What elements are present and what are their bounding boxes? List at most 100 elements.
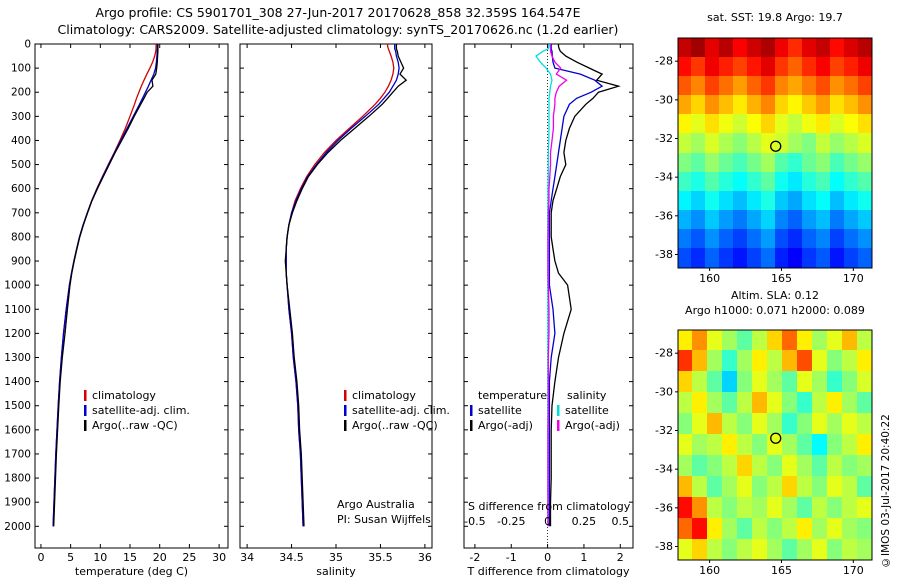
s-axis-label: S difference from climatology xyxy=(468,500,631,513)
s-tick-label: -0.5 xyxy=(464,515,485,528)
series-argo-raw-qc- xyxy=(284,44,408,527)
depth-tick-label: 1800 xyxy=(4,473,31,485)
legend-marker xyxy=(84,420,87,431)
legend-marker xyxy=(84,390,87,401)
x-tick-label: 36 xyxy=(418,551,432,564)
series-argo-raw-qc- xyxy=(53,44,159,527)
depth-tick-label: 1000 xyxy=(4,280,31,292)
legend-marker xyxy=(344,420,347,431)
s-tick-label: 0.5 xyxy=(612,515,630,528)
series-argo-t-diff xyxy=(549,44,621,527)
x-tick-label: -2 xyxy=(469,551,480,564)
figure-title: Argo profile: CS 5901701_308 27-Jun-2017… xyxy=(95,5,581,20)
depth-tick-label: 1500 xyxy=(4,400,31,412)
lat-tick-label: -38 xyxy=(655,248,673,261)
legend-header: temperature xyxy=(478,389,547,402)
depth-tick-label: 1900 xyxy=(4,497,31,509)
series-satellite-adj-clim- xyxy=(285,44,400,527)
series-climatology xyxy=(285,44,395,527)
depth-tick-label: 1200 xyxy=(4,328,31,340)
lat-tick-label: -28 xyxy=(655,347,673,360)
depth-tick-label: 1300 xyxy=(4,352,31,364)
x-tick-label: 0 xyxy=(544,551,551,564)
legend-label: Argo(-adj) xyxy=(478,419,533,432)
legend-marker xyxy=(557,405,560,416)
legend-label: satellite-adj. clim. xyxy=(92,404,190,417)
legend-marker xyxy=(84,405,87,416)
lat-tick-label: -34 xyxy=(655,463,673,476)
x-tick-label: 35 xyxy=(329,551,343,564)
legend-label: climatology xyxy=(352,389,416,402)
lon-tick-label: 160 xyxy=(699,564,720,577)
depth-tick-label: 1600 xyxy=(4,424,31,436)
lon-tick-label: 165 xyxy=(771,272,792,285)
lat-tick-label: -28 xyxy=(655,55,673,68)
legend-marker xyxy=(344,390,347,401)
x-tick-label: -1 xyxy=(506,551,517,564)
lat-tick-label: -38 xyxy=(655,540,673,553)
x-axis-label: T difference from climatology xyxy=(467,565,630,578)
legend-label: Argo(..raw -QC) xyxy=(352,419,438,432)
series-climatology xyxy=(52,44,157,527)
sla_map-frame xyxy=(677,329,873,561)
x-tick-label: 34 xyxy=(240,551,254,564)
temperature_profile-frame xyxy=(34,43,229,549)
x-tick-label: 0 xyxy=(37,551,44,564)
lon-tick-label: 165 xyxy=(771,564,792,577)
depth-tick-label: 400 xyxy=(11,135,31,147)
x-tick-label: 2 xyxy=(617,551,624,564)
depth-tick-label: 1400 xyxy=(4,376,31,388)
series-satellite-adj-clim- xyxy=(52,44,158,527)
x-tick-label: 10 xyxy=(93,551,107,564)
x-tick-label: 30 xyxy=(212,551,226,564)
legend-label: satellite xyxy=(478,404,522,417)
legend-label: climatology xyxy=(92,389,156,402)
lon-tick-label: 170 xyxy=(843,272,864,285)
x-tick-label: 15 xyxy=(123,551,137,564)
legend-label: Argo(-adj) xyxy=(565,419,620,432)
x-tick-label: 35.5 xyxy=(368,551,393,564)
sla-map-title: Altim. SLA: 0.12 xyxy=(730,289,820,302)
lat-tick-label: -32 xyxy=(655,424,673,437)
s-tick-label: -0.25 xyxy=(497,515,525,528)
legend-marker xyxy=(557,420,560,431)
argo-float-marker xyxy=(770,140,782,152)
legend-header: salinity xyxy=(567,389,607,402)
lat-tick-label: -30 xyxy=(655,385,673,398)
sst-map-title: sat. SST: 19.8 Argo: 19.7 xyxy=(707,11,843,24)
lat-tick-label: -32 xyxy=(655,132,673,145)
s-tick-label: 0 xyxy=(544,515,551,528)
lat-tick-label: -36 xyxy=(655,209,673,222)
figure-subtitle: Climatology: CARS2009. Satellite-adjuste… xyxy=(57,22,619,37)
s-tick-label: 0.25 xyxy=(572,515,597,528)
legend-marker xyxy=(470,405,473,416)
depth-tick-label: 100 xyxy=(11,63,31,75)
salinity_profile-panel: 34 34.5 35 35.5 36 climatology satellite-adj. … xyxy=(239,43,450,578)
legend-label: satellite-adj. clim. xyxy=(352,404,450,417)
lon-tick-label: 160 xyxy=(699,272,720,285)
x-tick-label: 20 xyxy=(153,551,167,564)
depth-tick-label: 200 xyxy=(11,87,31,99)
annotation: Argo Australia xyxy=(337,498,415,511)
x-tick-label: 1 xyxy=(580,551,587,564)
salinity_profile-frame xyxy=(239,43,433,549)
legend-label: Argo(..raw -QC) xyxy=(92,419,178,432)
series-argo-s-diff xyxy=(547,44,568,527)
lat-tick-label: -34 xyxy=(655,171,673,184)
sst_map-axes: 160 165 170 -28 -30 -32 -34 -36 -38 xyxy=(655,37,873,285)
depth-tick-label: 1100 xyxy=(4,304,31,316)
lat-tick-label: -36 xyxy=(655,501,673,514)
sst_map-frame xyxy=(677,37,873,269)
argo-float-marker xyxy=(770,432,782,444)
lon-tick-label: 170 xyxy=(843,564,864,577)
depth-tick-label: 300 xyxy=(11,111,31,123)
depth-tick-label: 2000 xyxy=(4,521,31,533)
sla-map-subtitle: Argo h1000: 0.071 h2000: 0.089 xyxy=(685,304,865,317)
depth-tick-label: 800 xyxy=(11,231,31,243)
depth-tick-label: 600 xyxy=(11,183,31,195)
sst-heatmap xyxy=(678,38,872,268)
legend-marker xyxy=(344,405,347,416)
depth-tick-label: 0 xyxy=(24,39,31,51)
